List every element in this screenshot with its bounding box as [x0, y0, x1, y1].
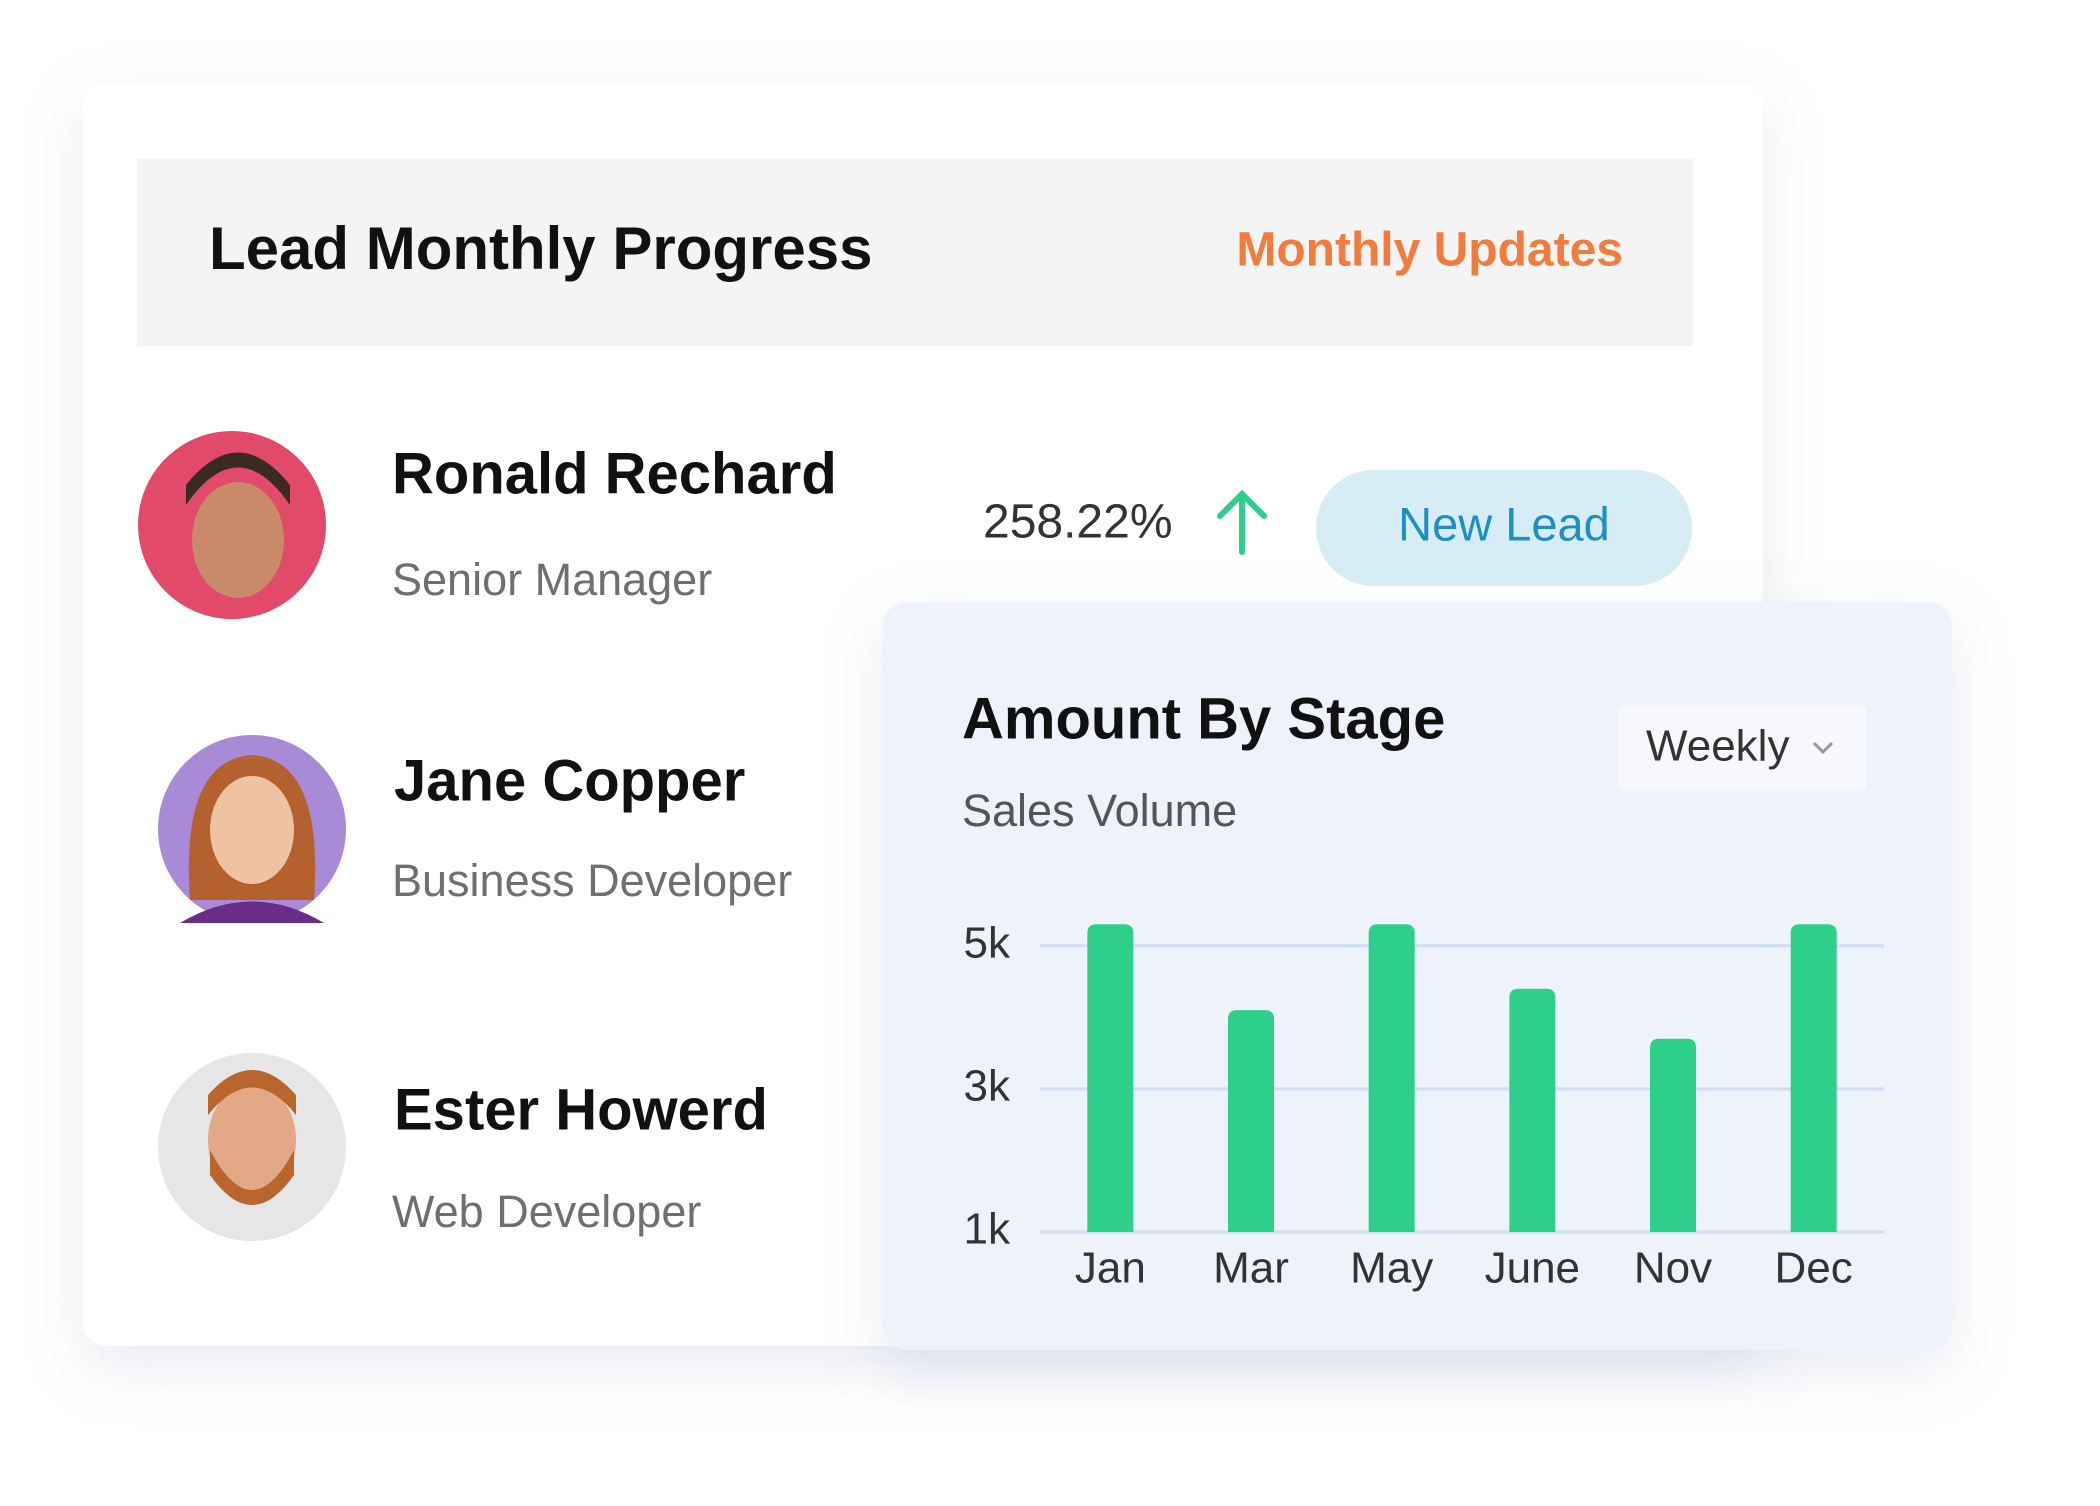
badge-label[interactable]: New Lead: [1398, 497, 1610, 550]
person-role: Web Developer: [392, 1186, 701, 1237]
header-band: [137, 159, 1693, 346]
person-role: Business Developer: [392, 855, 792, 906]
person-name: Ester Howerd: [394, 1077, 768, 1142]
dropdown[interactable]: [1618, 705, 1867, 791]
dropdown-chevron[interactable]: [1812, 741, 1834, 755]
stat-value: 258.22%: [983, 496, 1173, 549]
bar: [1509, 988, 1556, 1232]
chart-subtitle: Sales Volume: [962, 785, 1237, 836]
up-arrow: [1217, 489, 1267, 555]
x-tick-label: Nov: [1634, 1244, 1712, 1293]
avatar: [158, 735, 346, 923]
bar: [1650, 1038, 1696, 1232]
y-tick-label: 3k: [964, 1062, 1011, 1111]
y-tick-label: 1k: [964, 1205, 1011, 1254]
x-tick-label: May: [1350, 1244, 1433, 1293]
bar: [1790, 924, 1837, 1232]
person-name: Jane Copper: [394, 748, 745, 813]
dropdown-label[interactable]: Weekly: [1646, 722, 1789, 771]
badge[interactable]: [1316, 470, 1692, 586]
x-tick-label: Jan: [1075, 1244, 1146, 1293]
plot: 1k 3k 5k Jan Mar May June Nov Dec: [964, 918, 1884, 1293]
chart-title: Amount By Stage: [962, 686, 1445, 751]
y-tick-label: 5k: [964, 918, 1011, 967]
bar: [1368, 924, 1415, 1232]
x-tick-label: Dec: [1775, 1244, 1853, 1293]
x-tick-label: June: [1485, 1244, 1580, 1293]
header-link[interactable]: Monthly Updates: [1236, 224, 1623, 277]
avatar: [158, 1053, 346, 1241]
avatar: [138, 431, 326, 619]
bar: [1087, 924, 1134, 1232]
header-title: Lead Monthly Progress: [209, 215, 872, 282]
person-name: Ronald Rechard: [392, 441, 837, 506]
bar: [1228, 1010, 1274, 1232]
x-tick-label: Mar: [1213, 1244, 1289, 1293]
person-role: Senior Manager: [392, 554, 712, 605]
